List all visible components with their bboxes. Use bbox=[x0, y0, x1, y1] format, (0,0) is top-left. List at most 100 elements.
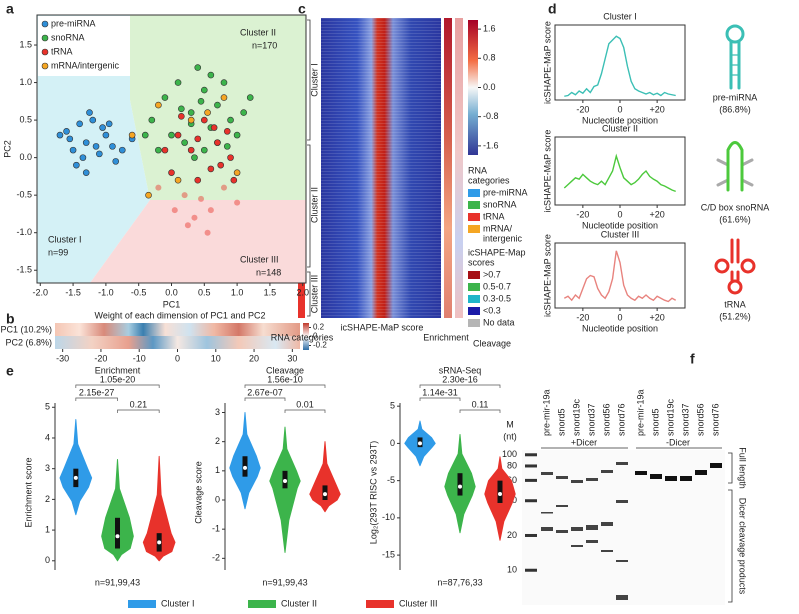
point bbox=[63, 128, 70, 135]
n-label: n=87,76,33 bbox=[437, 577, 482, 587]
panel-label: d bbox=[548, 1, 557, 17]
violin bbox=[59, 419, 93, 516]
gel-band bbox=[571, 480, 583, 483]
point bbox=[105, 120, 113, 128]
marker-band bbox=[525, 499, 537, 503]
lane-label: snord56 bbox=[601, 403, 611, 436]
y-tick-label: -1.5 bbox=[16, 265, 32, 275]
gel-band bbox=[571, 545, 583, 547]
point bbox=[96, 150, 103, 158]
annotation: Cluster II bbox=[240, 27, 276, 37]
legend-title: scores bbox=[468, 257, 495, 267]
point bbox=[161, 146, 169, 154]
point bbox=[155, 101, 162, 109]
point bbox=[187, 146, 195, 154]
point bbox=[227, 116, 234, 124]
x-tick-label: 0.0 bbox=[165, 287, 178, 297]
sig-bracket bbox=[117, 409, 160, 413]
colorbar bbox=[468, 20, 478, 155]
point bbox=[234, 199, 241, 206]
point bbox=[240, 109, 247, 116]
legend-swatch bbox=[468, 283, 480, 291]
annotation: Cluster I bbox=[48, 234, 82, 244]
heatmap-texture bbox=[321, 18, 441, 318]
lane-label: snord5 bbox=[650, 408, 660, 436]
point bbox=[201, 146, 208, 154]
sig-bracket bbox=[244, 384, 326, 388]
x-tick-label: 10 bbox=[211, 353, 221, 363]
n-label: n=91,99,43 bbox=[95, 577, 140, 587]
legend-title: icSHAPE-Map bbox=[468, 247, 526, 257]
legend-label: tRNA bbox=[483, 211, 505, 221]
legend-swatch bbox=[468, 225, 480, 233]
median bbox=[243, 465, 247, 470]
y-tick-label: 1 bbox=[215, 465, 220, 475]
x-axis-label: Nucleotide position bbox=[582, 115, 658, 125]
legend-swatch bbox=[468, 201, 480, 209]
x-tick-label: 0 bbox=[617, 209, 622, 219]
colorbar-label: -0.8 bbox=[483, 111, 499, 121]
x-tick-label: 0 bbox=[617, 312, 622, 322]
point bbox=[201, 116, 208, 124]
y-tick-label: -0.5 bbox=[16, 190, 32, 200]
y-tick-label: 0 bbox=[390, 438, 395, 448]
legend-marker bbox=[41, 34, 49, 42]
y-tick-label: 3 bbox=[215, 407, 220, 417]
lane-label: snord19c bbox=[571, 398, 581, 436]
gel-band bbox=[616, 500, 628, 503]
point bbox=[233, 131, 241, 139]
gel-band bbox=[616, 560, 628, 562]
axis-label: Enrichment bbox=[423, 332, 469, 342]
annotation: n=170 bbox=[252, 40, 277, 50]
sig-bracket bbox=[419, 384, 501, 388]
p-value: 2.67e-07 bbox=[247, 387, 283, 397]
gel-band bbox=[601, 522, 613, 526]
p-value: 0.01 bbox=[296, 399, 314, 409]
point bbox=[181, 192, 188, 199]
gel-band bbox=[586, 525, 598, 530]
point bbox=[118, 146, 126, 154]
icon-trna bbox=[714, 238, 756, 295]
lane-label: snord56 bbox=[695, 403, 705, 436]
point bbox=[198, 195, 205, 202]
panel-label: c bbox=[298, 1, 306, 17]
sig-bracket bbox=[284, 409, 326, 413]
ladder-label: 10 bbox=[507, 565, 517, 575]
p-value: 1.05e-20 bbox=[100, 374, 136, 384]
point bbox=[174, 79, 182, 86]
point bbox=[207, 207, 214, 214]
chart-title: Cleavage bbox=[266, 365, 304, 375]
point bbox=[73, 161, 80, 169]
cleavage-column bbox=[455, 18, 463, 318]
annotation: n=99 bbox=[48, 247, 68, 257]
p-value: 2.30e-16 bbox=[442, 374, 478, 384]
marker-band bbox=[525, 533, 537, 537]
y-tick-label: -10 bbox=[382, 512, 395, 522]
point bbox=[214, 139, 221, 146]
row-label: PC2 (6.8%) bbox=[5, 337, 52, 347]
axis-label: RNA categories bbox=[271, 332, 334, 342]
y-tick-label: 0 bbox=[215, 494, 220, 504]
point bbox=[227, 154, 234, 161]
icon-label: tRNA bbox=[724, 299, 746, 309]
point bbox=[233, 169, 241, 176]
cluster-region bbox=[90, 200, 306, 283]
legend-label: snoRNA bbox=[51, 32, 85, 42]
line bbox=[563, 250, 677, 303]
chart-title: Cluster III bbox=[601, 229, 640, 239]
x-tick-label: 1.5 bbox=[264, 287, 277, 297]
legend-swatch bbox=[468, 307, 480, 315]
panel-label: f bbox=[690, 351, 695, 367]
y-tick-label: 4 bbox=[45, 432, 50, 442]
gel-band bbox=[556, 505, 568, 507]
point bbox=[56, 131, 64, 139]
x-tick-label: 1.0 bbox=[231, 287, 244, 297]
point bbox=[197, 98, 205, 105]
gel-band bbox=[695, 470, 707, 475]
legend-swatch bbox=[468, 213, 480, 221]
y-axis-label: Log₂(293T RISC vs 293T) bbox=[368, 441, 378, 544]
x-tick-label: -1.5 bbox=[65, 287, 81, 297]
lane-label: snord19c bbox=[665, 398, 675, 436]
point bbox=[89, 116, 97, 124]
y-tick-label: -1 bbox=[212, 524, 220, 534]
